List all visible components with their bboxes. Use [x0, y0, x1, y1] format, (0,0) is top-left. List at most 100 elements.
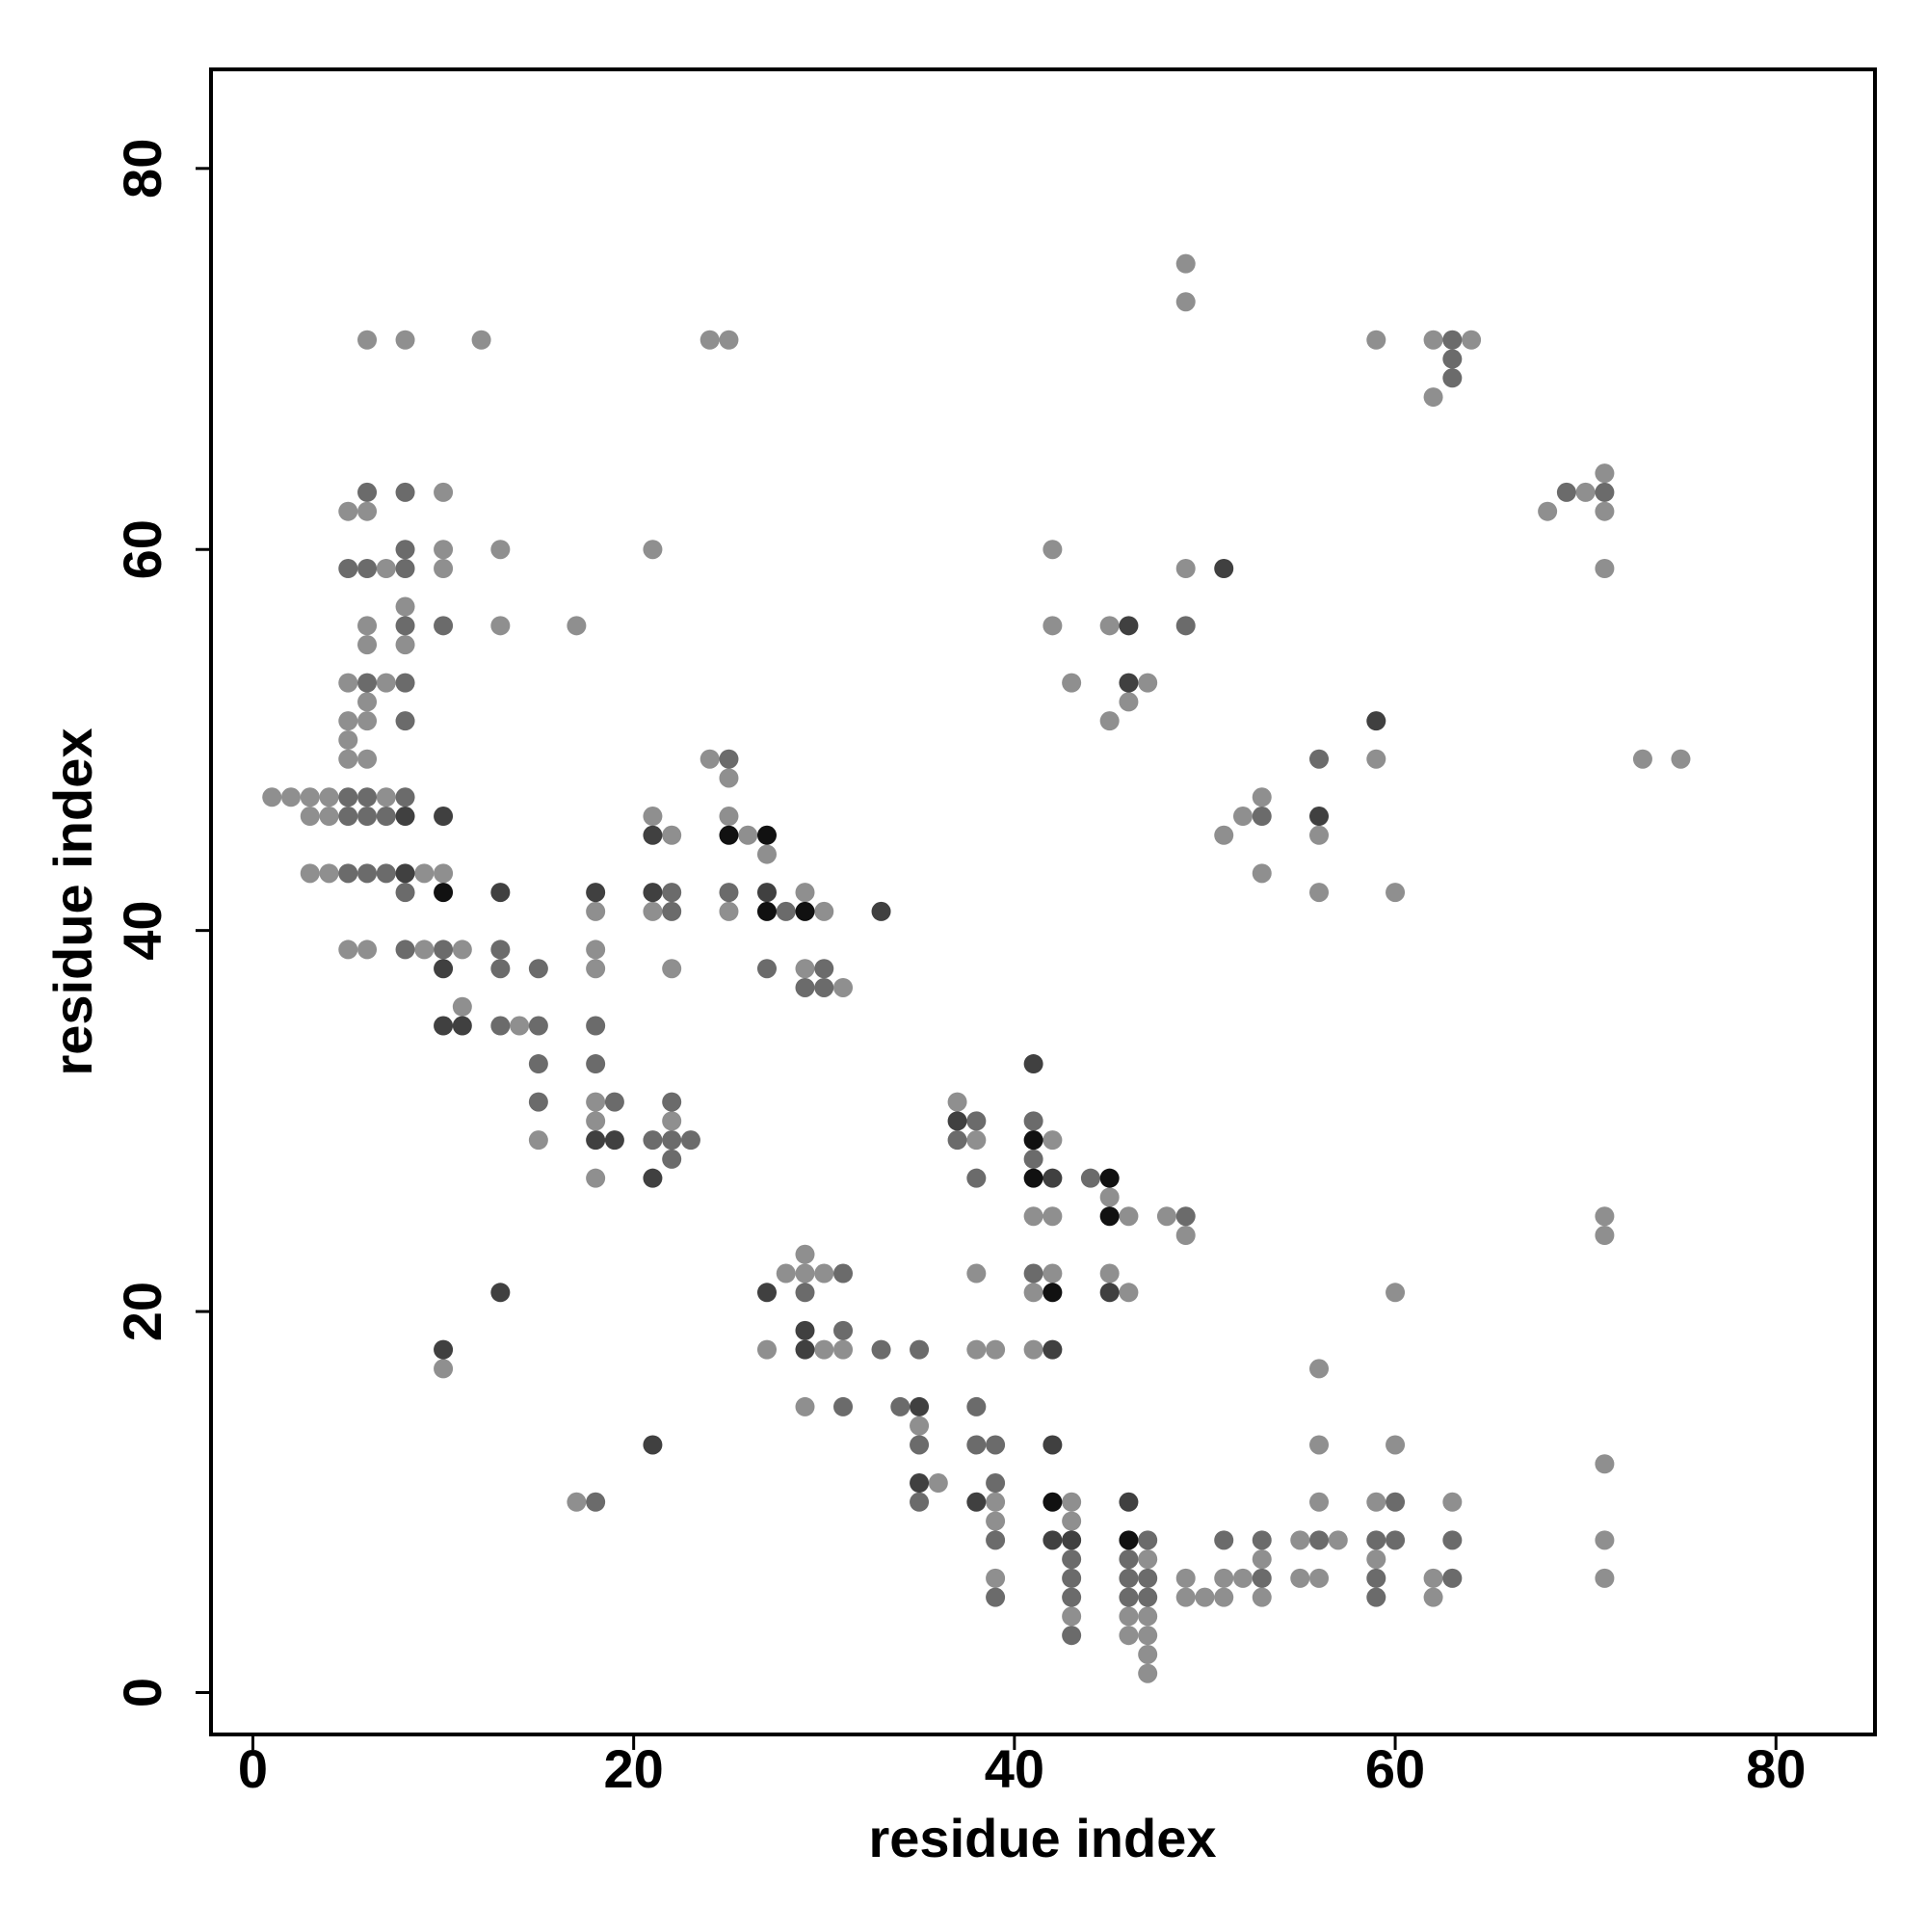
- point: [1232, 807, 1253, 827]
- point: [1099, 1168, 1120, 1188]
- point: [662, 959, 682, 979]
- point: [357, 787, 378, 807]
- point: [1595, 463, 1615, 484]
- point: [795, 883, 815, 903]
- point: [833, 1320, 854, 1340]
- point: [1632, 749, 1652, 769]
- point: [1366, 711, 1386, 731]
- point: [1595, 559, 1615, 579]
- point: [1043, 1130, 1063, 1151]
- point: [528, 1130, 548, 1151]
- point: [434, 940, 454, 960]
- point: [795, 1396, 815, 1416]
- point: [586, 1054, 606, 1074]
- point: [643, 1168, 663, 1188]
- point: [680, 1130, 700, 1151]
- point: [1023, 1149, 1043, 1169]
- point: [795, 901, 815, 921]
- point: [1119, 1549, 1139, 1570]
- point: [490, 940, 511, 960]
- point: [1575, 482, 1596, 502]
- point: [1386, 1530, 1406, 1550]
- point: [586, 1492, 606, 1512]
- point: [1119, 1568, 1139, 1588]
- point: [528, 959, 548, 979]
- point: [414, 940, 435, 960]
- point: [357, 692, 378, 712]
- point: [1119, 1530, 1139, 1550]
- point: [1309, 1568, 1330, 1588]
- point: [1043, 1263, 1063, 1284]
- point: [795, 977, 815, 997]
- point: [1442, 349, 1463, 369]
- point: [662, 1149, 682, 1169]
- point: [986, 1339, 1006, 1360]
- point: [1366, 1587, 1386, 1607]
- point: [376, 863, 396, 884]
- point: [1252, 1549, 1272, 1570]
- point: [643, 825, 663, 845]
- y-tick-label: 60: [112, 519, 172, 579]
- point: [1290, 1568, 1310, 1588]
- point: [1595, 1454, 1615, 1474]
- point: [1214, 1530, 1234, 1550]
- point: [966, 1435, 987, 1455]
- point: [756, 1283, 777, 1303]
- point: [795, 1263, 815, 1284]
- point: [1023, 1283, 1043, 1303]
- point: [1023, 1339, 1043, 1360]
- point: [1119, 1206, 1139, 1227]
- point: [434, 863, 454, 884]
- point: [910, 1396, 930, 1416]
- point: [1556, 482, 1576, 502]
- point: [1175, 253, 1196, 274]
- point: [395, 787, 415, 807]
- point: [490, 959, 511, 979]
- point: [643, 1130, 663, 1151]
- point: [1119, 1626, 1139, 1646]
- plot-frame: [209, 67, 1877, 1736]
- point: [1099, 616, 1120, 636]
- point: [452, 940, 472, 960]
- point: [528, 1016, 548, 1036]
- point: [376, 787, 396, 807]
- point: [910, 1416, 930, 1436]
- point: [357, 635, 378, 655]
- point: [1043, 1339, 1063, 1360]
- point: [395, 596, 415, 617]
- point: [795, 1244, 815, 1264]
- point: [490, 1283, 511, 1303]
- point: [833, 1339, 854, 1360]
- point: [434, 959, 454, 979]
- point: [319, 787, 339, 807]
- point: [604, 1130, 624, 1151]
- point: [586, 1168, 606, 1188]
- x-tick-label: 80: [1746, 1738, 1806, 1799]
- point: [1386, 1435, 1406, 1455]
- point: [567, 616, 587, 636]
- point: [1175, 1225, 1196, 1245]
- point: [1138, 1626, 1158, 1646]
- point: [1119, 1606, 1139, 1627]
- point: [510, 1016, 530, 1036]
- point: [357, 482, 378, 502]
- point: [966, 1339, 987, 1360]
- point: [1099, 1263, 1120, 1284]
- point: [1138, 673, 1158, 693]
- point: [1366, 1530, 1386, 1550]
- point: [357, 711, 378, 731]
- point: [586, 1092, 606, 1112]
- point: [1309, 883, 1330, 903]
- point: [1366, 1549, 1386, 1570]
- point: [719, 901, 739, 921]
- point: [986, 1492, 1006, 1512]
- point: [338, 673, 358, 693]
- point: [814, 959, 834, 979]
- point: [966, 1263, 987, 1284]
- point: [1595, 482, 1615, 502]
- point: [719, 807, 739, 827]
- point: [1062, 1530, 1082, 1550]
- point: [434, 807, 454, 827]
- point: [300, 863, 320, 884]
